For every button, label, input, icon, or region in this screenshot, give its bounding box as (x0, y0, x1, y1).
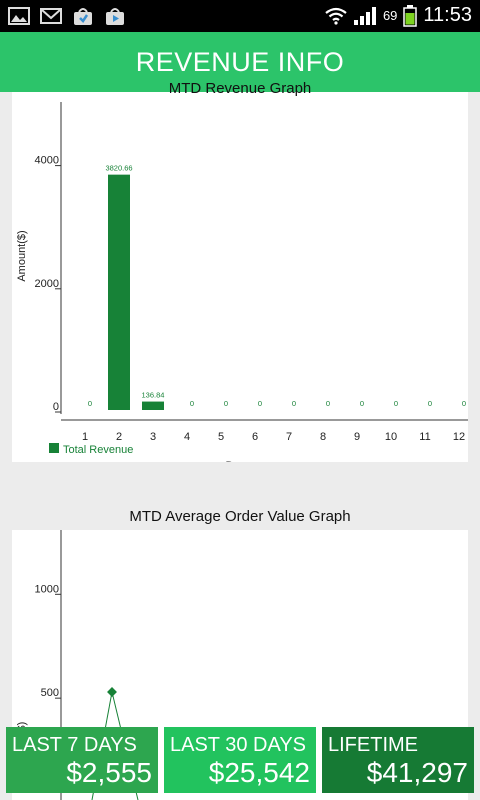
last-7-days-label: LAST 7 DAYS (12, 734, 137, 756)
battery-level: 69 (382, 8, 398, 23)
y-tick-label: 2000 (35, 278, 59, 290)
x-tick-label: 1 (82, 431, 88, 443)
aov-chart-title: MTD Average Order Value Graph (129, 508, 351, 525)
data-point (107, 687, 117, 697)
bar-day-3 (142, 401, 164, 410)
lifetime-label: LIFETIME (328, 734, 419, 756)
x-tick-label: 6 (252, 431, 258, 443)
x-tick-label: 9 (354, 431, 360, 443)
data-label: 0 (224, 399, 228, 408)
x-tick-label: 12 (453, 431, 465, 443)
x-tick-label: 2 (116, 431, 122, 443)
gmail-icon (40, 8, 62, 24)
data-label: 0 (462, 399, 466, 408)
x-tick-label: 3 (150, 431, 156, 443)
x-axis-label: Days (225, 459, 252, 462)
legend-swatch (49, 443, 59, 453)
legend-label: Total Revenue (63, 444, 133, 456)
revenue-chart-card (12, 92, 468, 462)
data-label: 0 (88, 399, 92, 408)
y-tick-label: 500 (41, 687, 59, 699)
x-tick-label: 8 (320, 431, 326, 443)
gallery-icon (8, 7, 30, 25)
status-bar: 69 11:53 (0, 0, 480, 32)
data-label: 0 (258, 399, 262, 408)
revenue-chart-title: MTD Revenue Graph (168, 80, 312, 97)
x-tick-label: 11 (419, 431, 430, 443)
y-tick-label: 4000 (35, 155, 59, 167)
data-label: 0 (326, 399, 330, 408)
last-7-days-card[interactable]: LAST 7 DAYS $2,555 (6, 727, 158, 793)
revenue-bar-chart: 0 2000 4000 Amount($) 0 1 3820.66 2 136.84 3 0 4 0 5 0… (16, 102, 468, 462)
data-label: 3820.66 (105, 164, 132, 173)
app-header: REVENUE INFO (0, 32, 480, 92)
data-label: 0 (394, 399, 398, 408)
data-label: 0 (190, 399, 194, 408)
store-icon (74, 8, 92, 25)
x-tick-label: 4 (184, 431, 190, 443)
last-30-days-value: $25,542 (208, 757, 310, 788)
last-7-days-value: $2,555 (66, 757, 152, 788)
x-tick-label: 10 (385, 431, 397, 443)
y-tick-label: 1000 (35, 583, 59, 595)
data-label: 0 (360, 399, 364, 408)
battery-icon (403, 4, 418, 27)
lifetime-value: $41,297 (366, 757, 468, 788)
clock: 11:53 (423, 4, 472, 26)
signal-icon (353, 6, 376, 25)
last-30-days-card[interactable]: LAST 30 DAYS $25,542 (164, 727, 316, 793)
last-30-days-label: LAST 30 DAYS (170, 734, 306, 756)
data-label: 0 (428, 399, 432, 408)
y-axis-label: Amount($) (16, 230, 28, 281)
bar-day-2 (108, 174, 130, 410)
lifetime-card[interactable]: LIFETIME $41,297 (322, 727, 474, 793)
store-update-icon (106, 8, 124, 25)
wifi-icon (325, 7, 347, 25)
page-title: REVENUE INFO (135, 47, 345, 77)
x-tick-label: 7 (286, 431, 292, 443)
y-tick-label: 0 (53, 401, 59, 413)
data-label: 0 (292, 399, 296, 408)
data-label: 136.84 (142, 391, 165, 400)
x-tick-label: 5 (218, 431, 224, 443)
